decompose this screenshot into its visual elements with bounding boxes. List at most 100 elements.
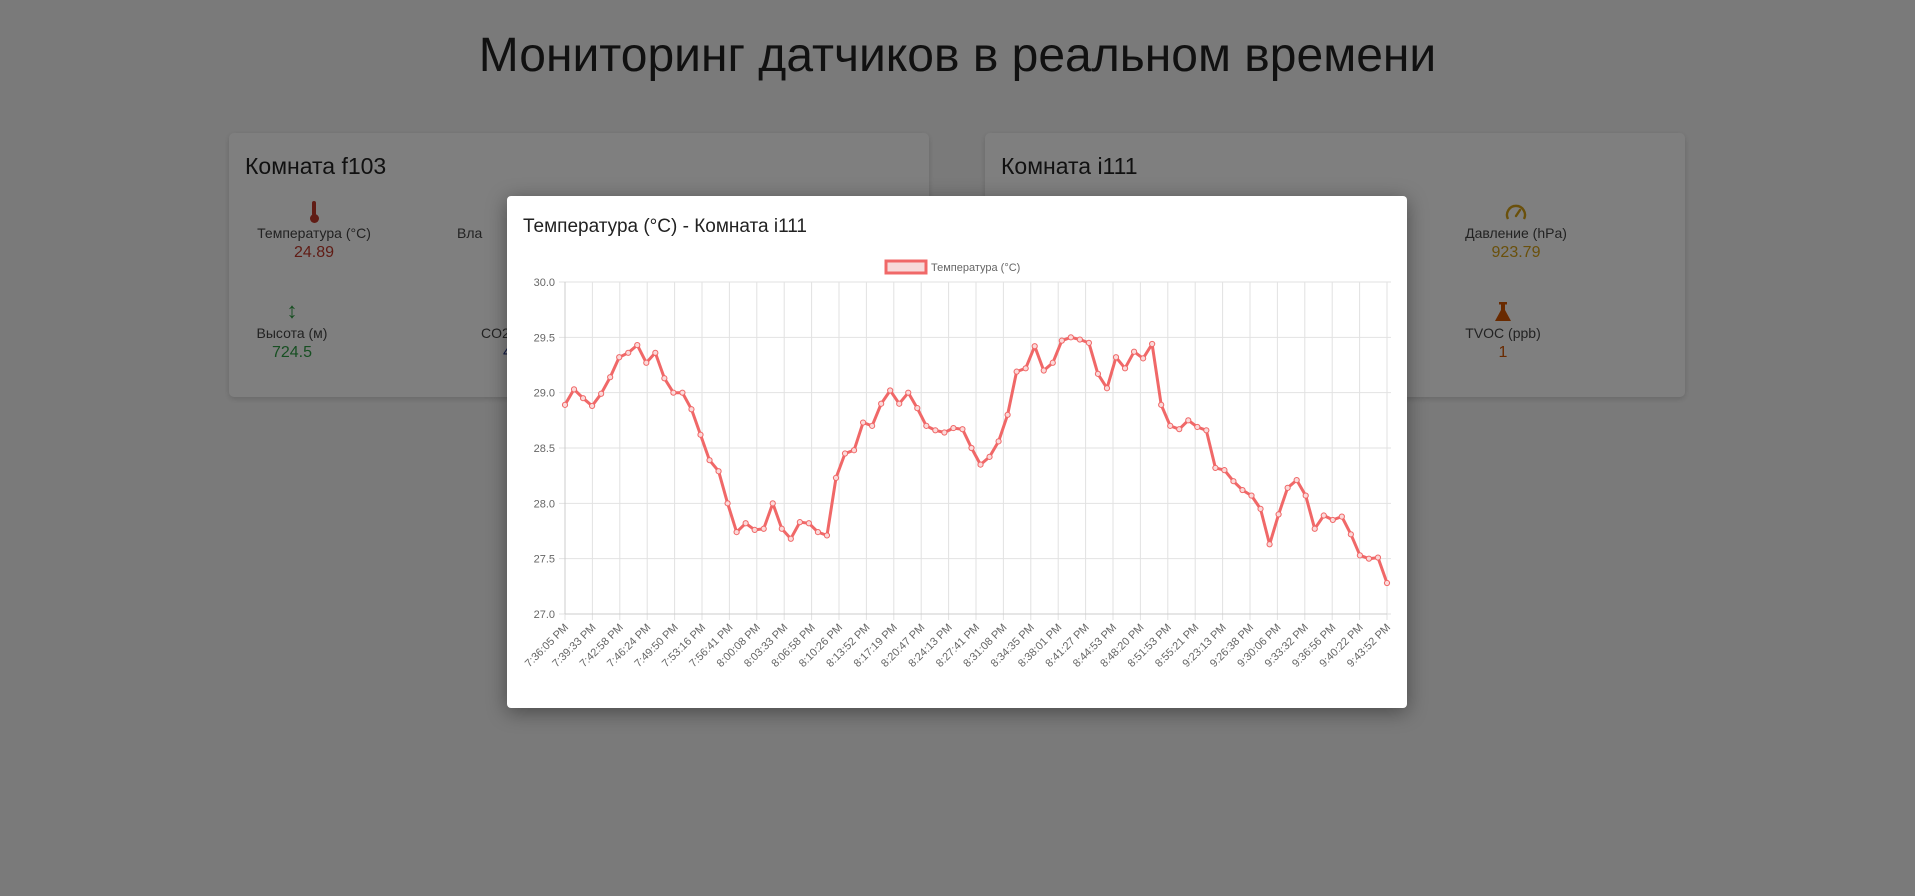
data-point [1176,426,1183,433]
y-tick-label: 28.0 [534,498,555,510]
data-point [1085,339,1093,346]
data-point [561,401,569,408]
data-point [986,453,993,460]
data-point [1013,368,1020,375]
data-point [1022,365,1029,372]
data-point [1076,336,1083,343]
data-point [1112,354,1120,361]
data-point [805,520,812,527]
y-tick-label: 27.0 [534,609,555,621]
data-point [1239,486,1246,494]
data-point [959,426,966,433]
data-point [1149,340,1156,348]
data-point [760,525,767,532]
data-point [896,400,903,407]
legend-swatch [884,259,928,275]
data-point [634,341,641,349]
data-point [814,529,822,536]
y-tick-label: 27.5 [534,554,555,566]
data-point [1302,492,1309,499]
data-point [914,405,921,412]
data-point [1248,492,1255,499]
data-point [1221,467,1228,474]
data-point [715,468,722,475]
data-point [616,354,623,361]
data-point [1266,541,1273,548]
data-point [1130,348,1138,355]
y-tick-label: 28.5 [534,443,555,455]
data-point [859,419,867,426]
data-point [1121,365,1129,372]
data-point [652,349,659,356]
legend-label: Температура (°C) [931,262,1020,274]
data-point [661,375,668,382]
data-point [1212,464,1219,472]
data-point [1311,525,1318,532]
modal-title: Температура (°C) - Комната i111 [523,216,807,237]
data-point [588,402,596,410]
data-point [823,532,831,539]
data-point [1067,334,1074,341]
data-point [778,525,785,532]
data-point [1284,484,1291,491]
data-point [1230,478,1237,485]
y-tick-label: 30.0 [534,277,555,289]
data-point [1194,423,1201,431]
data-point [850,447,858,454]
data-point [932,427,939,434]
data-point [1140,355,1147,362]
data-point [1365,555,1373,562]
data-point [1257,505,1264,512]
data-point [878,400,885,407]
data-point [1158,401,1165,408]
data-point [1103,385,1111,392]
data-point [887,387,894,394]
data-point [579,395,587,402]
data-point [697,431,704,438]
data-point [688,406,695,413]
data-point [706,457,713,464]
data-point [1275,511,1282,518]
data-point [1167,422,1174,429]
data-point [1203,427,1210,434]
data-point [1374,554,1382,561]
data-point [832,474,840,481]
data-point [1004,411,1011,418]
data-point [1338,513,1345,520]
data-point [1031,343,1038,350]
data-point [607,374,614,381]
data-point [1320,512,1327,519]
y-tick-label: 29.5 [534,332,555,344]
data-point [1329,516,1336,524]
data-point [769,500,776,507]
chart-modal: Температура (°C) - Комната i111 30.0 29.5… [507,196,1407,708]
data-point [1040,367,1047,374]
data-point [977,461,984,468]
data-point [1049,359,1056,366]
data-point [670,389,677,396]
data-point [1356,552,1364,559]
data-point [1058,337,1065,344]
data-point [733,529,740,536]
data-point [968,444,975,452]
data-point [570,386,578,393]
data-point [995,438,1002,445]
data-point [625,349,632,356]
data-point [923,422,930,429]
data-point [905,389,912,396]
data-point [941,429,948,436]
data-point [1094,370,1102,377]
data-point [869,422,876,429]
data-point [787,535,794,542]
data-point [724,500,731,507]
data-point [841,450,849,457]
y-tick-label: 29.0 [534,388,555,400]
data-point [643,359,650,366]
data-point [1185,417,1192,424]
temperature-chart: 30.029.529.028.528.027.527.07:36:05 PM7:… [523,259,1393,670]
data-point [1347,531,1354,538]
data-point [742,520,749,527]
data-point [950,424,957,432]
data-point [751,526,758,533]
data-point [1293,476,1300,484]
